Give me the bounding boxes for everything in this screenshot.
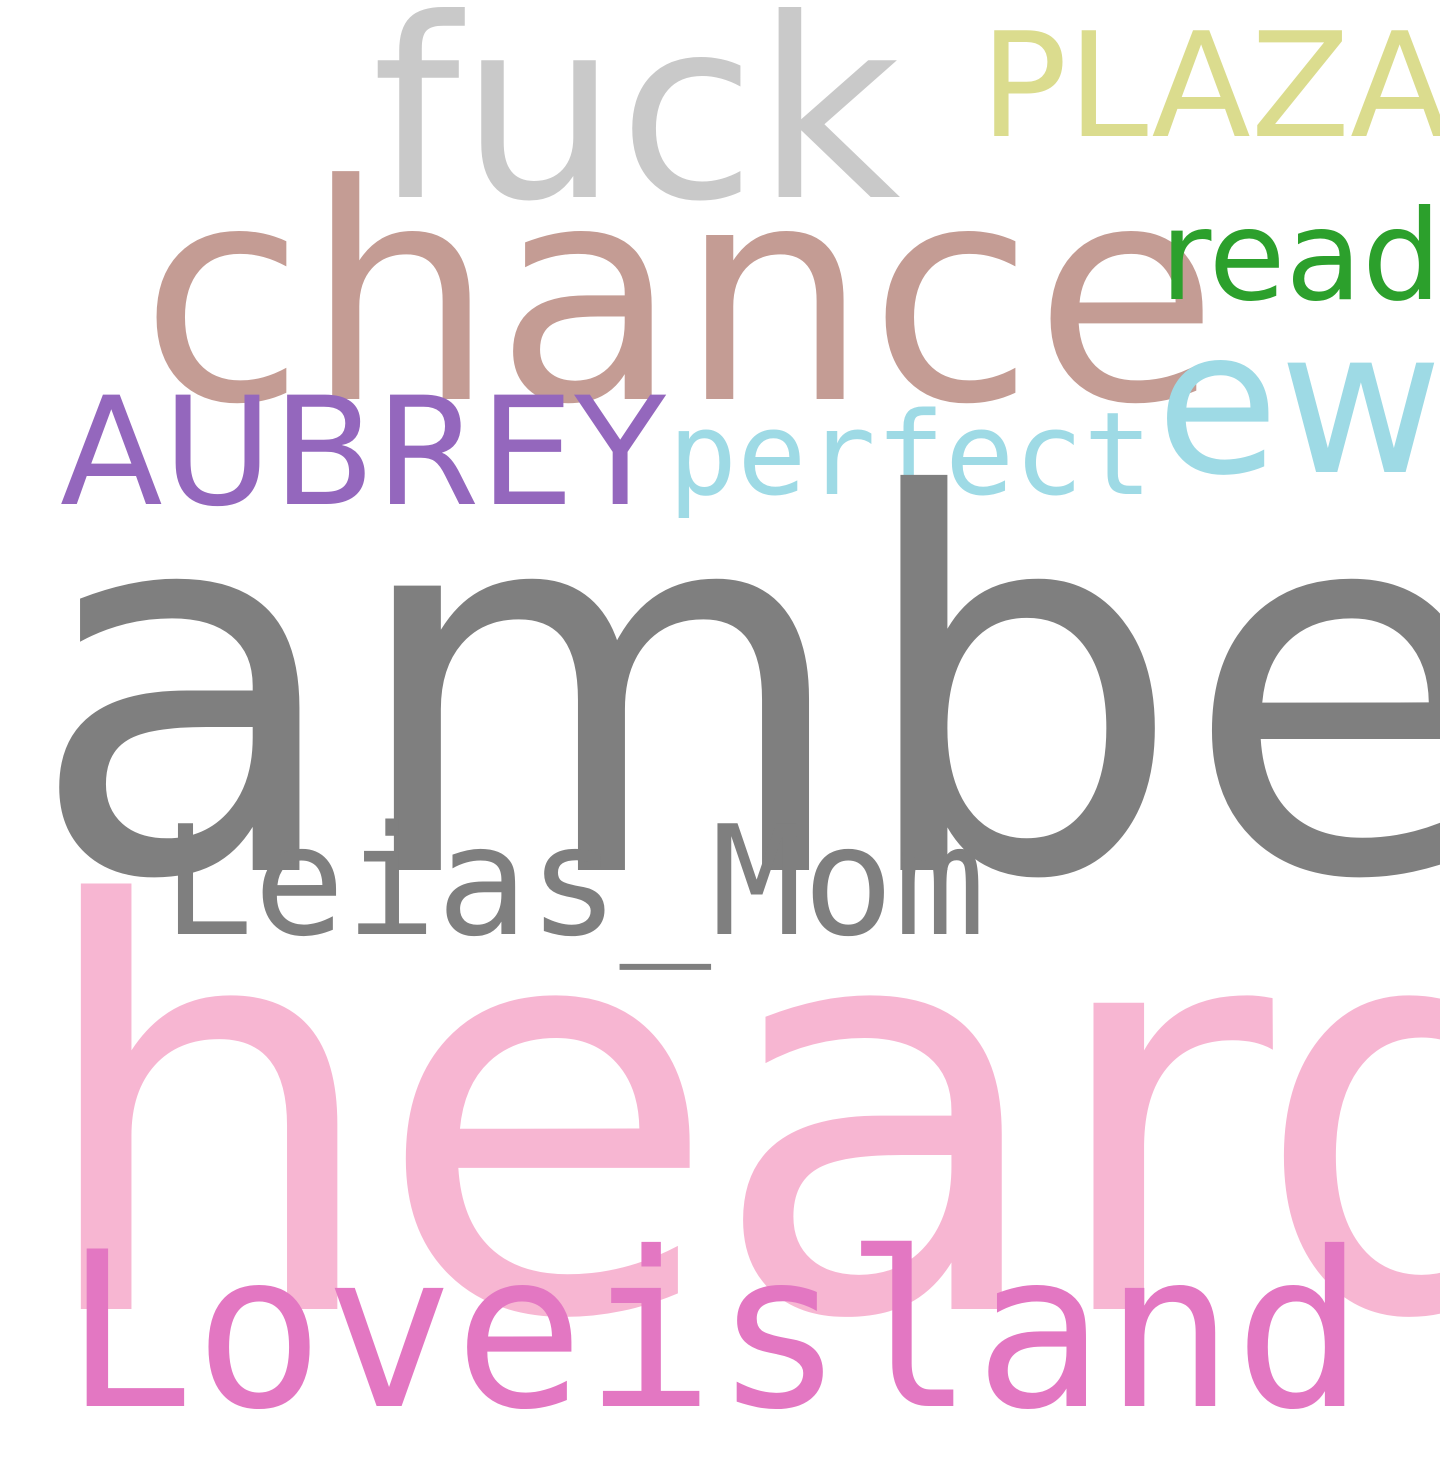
word-fuck: fuck bbox=[372, 0, 901, 256]
word-ew: ew bbox=[1156, 287, 1440, 520]
word-chance: chance bbox=[140, 121, 1219, 470]
word-leias-mom: Leias_Mom bbox=[162, 793, 986, 970]
word-aubrey: AUBREY bbox=[60, 366, 666, 540]
word-read: read bbox=[1160, 184, 1440, 329]
word-loveisland: Loveisland bbox=[64, 1206, 1365, 1457]
word-heard: heard bbox=[30, 790, 1440, 1442]
word-amber: amber bbox=[28, 387, 1440, 993]
word-plaza: PLAZA bbox=[980, 2, 1440, 171]
word-perfect: perfect bbox=[668, 388, 1153, 522]
